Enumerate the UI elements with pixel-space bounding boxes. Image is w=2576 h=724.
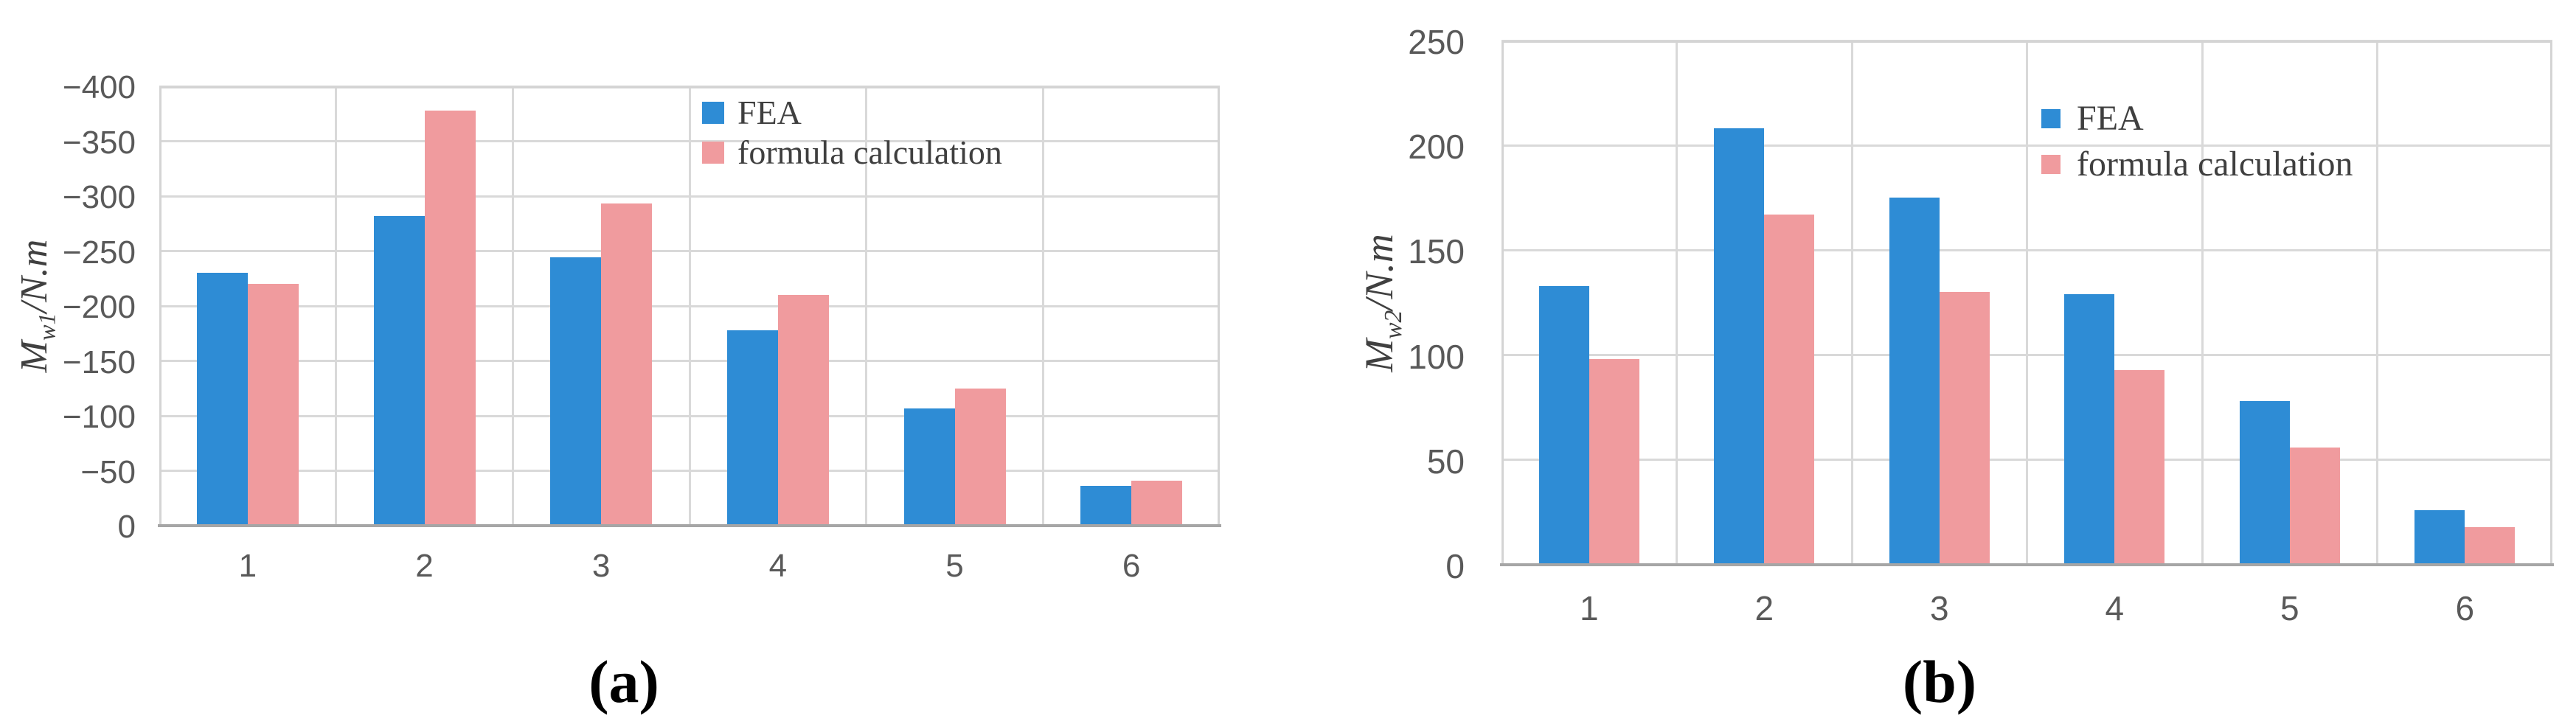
x-tick-label: 1 [238, 548, 257, 584]
axis-baseline [158, 524, 1221, 527]
bar-fea [726, 330, 778, 526]
y-tick-label: −150 [62, 344, 136, 380]
y-tick-label: 50 [1426, 442, 1465, 481]
y-tick-label: 100 [1408, 337, 1465, 376]
x-tick-label: 4 [768, 548, 788, 584]
y-tick-label: −100 [62, 399, 136, 435]
x-tick-label: 2 [415, 548, 434, 584]
gridline-v [688, 86, 691, 526]
gridline-v [335, 86, 338, 526]
y-tick-label: 0 [117, 509, 136, 545]
bar-fea [196, 273, 248, 526]
panel-caption-a: (a) [589, 648, 659, 715]
legend-swatch-fea [2041, 109, 2061, 128]
bar-formula [954, 388, 1006, 526]
plot-border [1501, 41, 2552, 565]
bar-formula [601, 203, 653, 526]
bar-formula [1939, 292, 1990, 565]
y-tick-label: −300 [62, 179, 136, 215]
bar-formula [2114, 369, 2165, 565]
bar-fea [1714, 128, 1765, 565]
bar-fea [903, 408, 955, 526]
plot-area-b: 0 50 100 150 200 250 1 2 3 4 5 6 [1408, 25, 2554, 625]
bar-formula [424, 110, 476, 526]
plot-border [159, 86, 1220, 526]
x-tick-label: 5 [945, 548, 964, 584]
x-tick-label: 6 [1122, 548, 1141, 584]
y-tick-label: −200 [62, 289, 136, 325]
legend-label-fea: FEA [2077, 99, 2144, 138]
x-tick-label: 5 [2280, 589, 2299, 627]
bar-formula [247, 284, 299, 526]
bar-fea [2239, 401, 2290, 565]
x-tick-label: 6 [2455, 589, 2475, 627]
y-tick-label: 0 [1445, 547, 1465, 585]
y-tick-label: 200 [1408, 128, 1465, 167]
legend-item-fea: FEA [702, 93, 1002, 133]
plot-area-a: 0 −50 −100 −150 −200 −250 −300 −350 −400 1 2 3 4 5 6 [63, 72, 1221, 582]
legend-b: FEA formula calculation [2041, 96, 2353, 187]
x-tick-label: 3 [591, 548, 611, 584]
gridline-v [1850, 41, 1853, 565]
y-tick-label: −350 [62, 124, 136, 161]
legend-label-formula: formula calculation [737, 133, 1002, 171]
legend-swatch-formula [2041, 155, 2061, 174]
bar-fea [373, 215, 425, 526]
legend-swatch-fea [702, 102, 724, 124]
bar-formula [777, 295, 829, 526]
x-tick-label: 1 [1579, 589, 1599, 627]
bar-fea [2414, 510, 2465, 565]
bar-formula [1131, 480, 1183, 526]
legend-item-fea: FEA [2041, 96, 2353, 142]
legend-item-formula: formula calculation [702, 133, 1002, 173]
bar-formula [2289, 447, 2340, 565]
bar-formula [2465, 526, 2516, 565]
bar-formula [1589, 359, 1639, 565]
gridline-v [2201, 41, 2204, 565]
axis-baseline [1500, 563, 2554, 566]
gridline-v [2376, 41, 2378, 565]
bar-fea [1080, 486, 1132, 526]
gridline-v [1041, 86, 1044, 526]
legend-item-formula: formula calculation [2041, 142, 2353, 187]
legend-label-fea: FEA [737, 94, 802, 131]
panel-caption-b: (b) [1902, 648, 1977, 715]
gridline-v [1676, 41, 1678, 565]
x-tick-label: 2 [1754, 589, 1774, 627]
y-tick-label: −400 [62, 69, 136, 105]
bar-fea [550, 257, 602, 526]
y-tick-label: 250 [1408, 23, 1465, 61]
x-tick-label: 4 [2105, 589, 2125, 627]
bar-fea [2064, 294, 2115, 565]
y-tick-label: −50 [80, 453, 136, 490]
x-tick-label: 3 [1929, 589, 1949, 627]
legend-label-formula: formula calculation [2077, 145, 2353, 184]
gridline-v [511, 86, 514, 526]
bar-fea [1538, 285, 1589, 565]
gridline-v [865, 86, 868, 526]
legend-a: FEA formula calculation [702, 93, 1002, 173]
gridline-v [2026, 41, 2028, 565]
y-tick-label: −250 [62, 234, 136, 271]
bar-fea [1889, 198, 1940, 565]
legend-swatch-formula [702, 142, 724, 164]
y-tick-label: 150 [1408, 232, 1465, 271]
bar-formula [1764, 215, 1815, 565]
